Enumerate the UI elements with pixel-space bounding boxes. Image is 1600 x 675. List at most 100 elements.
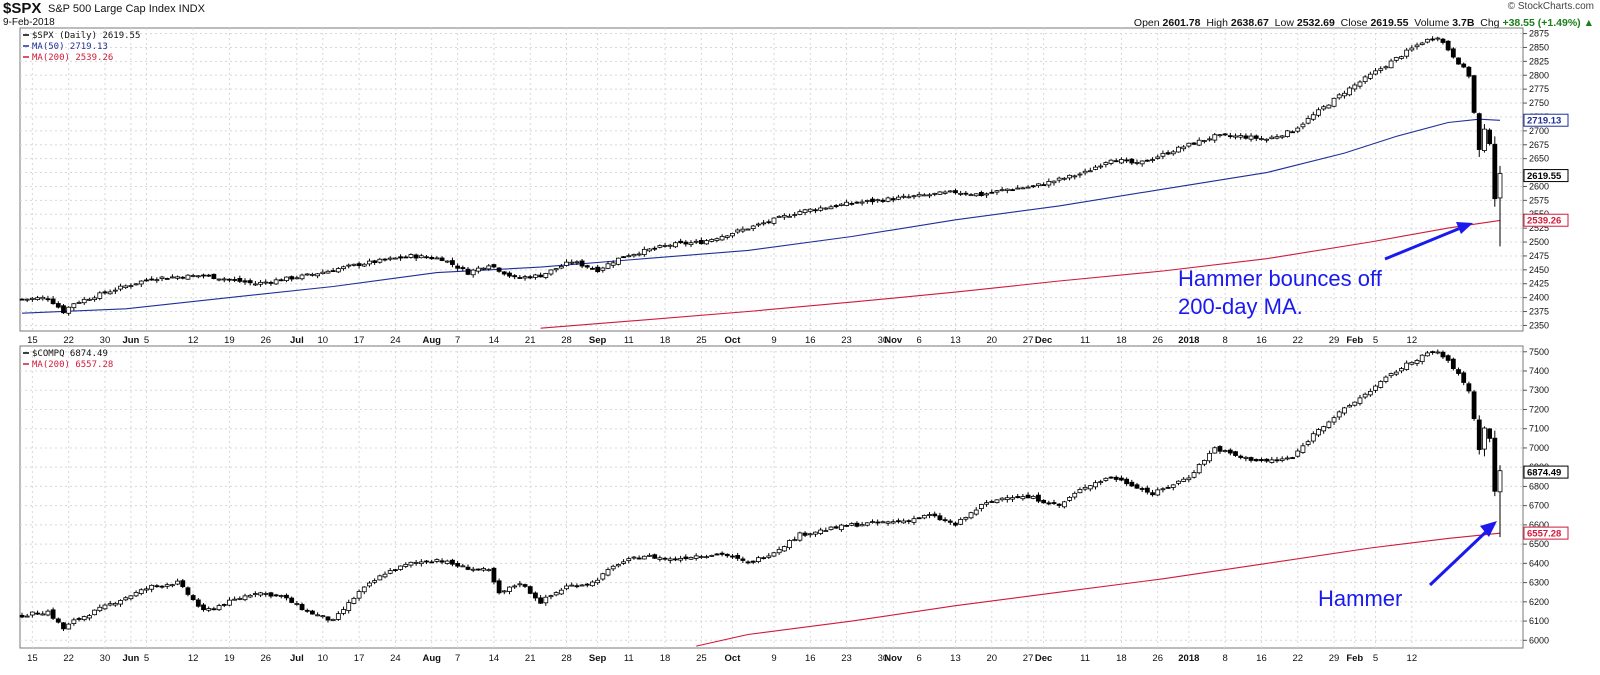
candle-body — [662, 557, 668, 560]
index-name: S&P 500 Large Cap Index INDX — [48, 3, 205, 15]
candle-body — [792, 539, 798, 542]
candle-body — [1336, 411, 1342, 418]
candle — [844, 524, 849, 527]
candle — [989, 189, 995, 194]
candle — [626, 253, 632, 258]
candle-body — [844, 201, 849, 206]
candle-body — [97, 606, 103, 612]
candle-body — [1326, 104, 1332, 109]
candle-body — [901, 195, 907, 198]
candle — [636, 251, 642, 257]
candle-body — [973, 193, 979, 197]
candle-body — [1445, 355, 1451, 361]
candle-body — [175, 580, 180, 585]
candle — [1342, 90, 1347, 99]
candle-body — [854, 522, 860, 527]
candle — [460, 265, 466, 272]
candle-body — [709, 554, 715, 557]
candle-body — [227, 278, 232, 281]
candle-body — [1061, 177, 1067, 180]
y-tick-label: 6100 — [1529, 616, 1549, 626]
candle-body — [766, 555, 772, 558]
candle — [958, 517, 964, 526]
candle-body — [1373, 70, 1378, 75]
candle — [1227, 132, 1233, 139]
candle-body — [558, 589, 564, 595]
candle-body — [1300, 445, 1306, 453]
price-label-text: 6874.49 — [1527, 468, 1561, 479]
candle-body — [185, 587, 191, 595]
candle-body — [626, 558, 632, 562]
candle — [1139, 486, 1145, 493]
candle-body — [413, 254, 419, 259]
candle — [403, 562, 409, 569]
y-tick-label: 7500 — [1529, 347, 1549, 357]
candle-body — [169, 276, 175, 279]
candle — [486, 568, 492, 572]
candle-body — [522, 584, 528, 587]
candle — [1103, 477, 1109, 482]
candle-body — [325, 270, 331, 274]
candle-body — [439, 257, 445, 261]
candle-body — [1144, 487, 1150, 493]
candle-body — [1466, 66, 1472, 77]
candle-body — [284, 276, 289, 282]
candle-body — [1181, 146, 1187, 150]
candle-body — [828, 526, 834, 530]
candle — [880, 198, 886, 203]
candle — [123, 284, 129, 290]
candle-body — [761, 557, 766, 560]
candle-body — [979, 192, 984, 197]
y-tick-label: 2425 — [1529, 279, 1549, 289]
candle-body — [636, 557, 642, 560]
x-tick-label: Dec — [1035, 335, 1052, 346]
candle — [284, 593, 289, 601]
candle — [1305, 115, 1311, 125]
candle — [657, 244, 663, 249]
candle — [512, 274, 518, 280]
candle — [999, 186, 1005, 192]
candle — [792, 211, 798, 218]
candle — [1279, 134, 1285, 140]
candle — [1326, 104, 1332, 109]
candle-body — [1424, 38, 1430, 43]
candle — [1004, 494, 1010, 503]
candle — [310, 609, 315, 615]
candle-body — [55, 618, 61, 623]
candle-body — [1305, 118, 1311, 124]
candle-body — [538, 274, 543, 278]
candle-body — [470, 568, 476, 571]
candle-body — [1056, 503, 1062, 506]
candle — [1186, 475, 1192, 483]
y-tick-label: 2800 — [1529, 70, 1549, 80]
candle — [979, 503, 984, 512]
candle — [1207, 450, 1212, 464]
candle — [1253, 134, 1259, 142]
candle-body — [838, 203, 844, 206]
candle — [107, 600, 113, 607]
candle-body — [937, 191, 943, 195]
candle-body — [1020, 187, 1026, 190]
candle-body — [647, 248, 652, 252]
candle-body — [81, 298, 87, 304]
candle-body — [294, 603, 300, 605]
candle — [491, 263, 497, 269]
candle-body — [1144, 159, 1150, 162]
candle — [896, 194, 901, 201]
candle-body — [1430, 351, 1435, 354]
candle-body — [128, 285, 134, 287]
candle — [647, 248, 652, 253]
candle — [807, 532, 813, 538]
candle-body — [1181, 478, 1187, 482]
candle — [1170, 484, 1176, 491]
candle-body — [916, 193, 922, 197]
candle-body — [1310, 114, 1316, 120]
candle-body — [460, 565, 466, 568]
candle — [761, 220, 766, 226]
candle-body — [486, 569, 492, 572]
candle — [1087, 167, 1093, 173]
candle-body — [1388, 60, 1394, 69]
x-tick-label: 16 — [1256, 653, 1267, 664]
candle-body — [942, 519, 948, 522]
candle — [310, 272, 315, 277]
